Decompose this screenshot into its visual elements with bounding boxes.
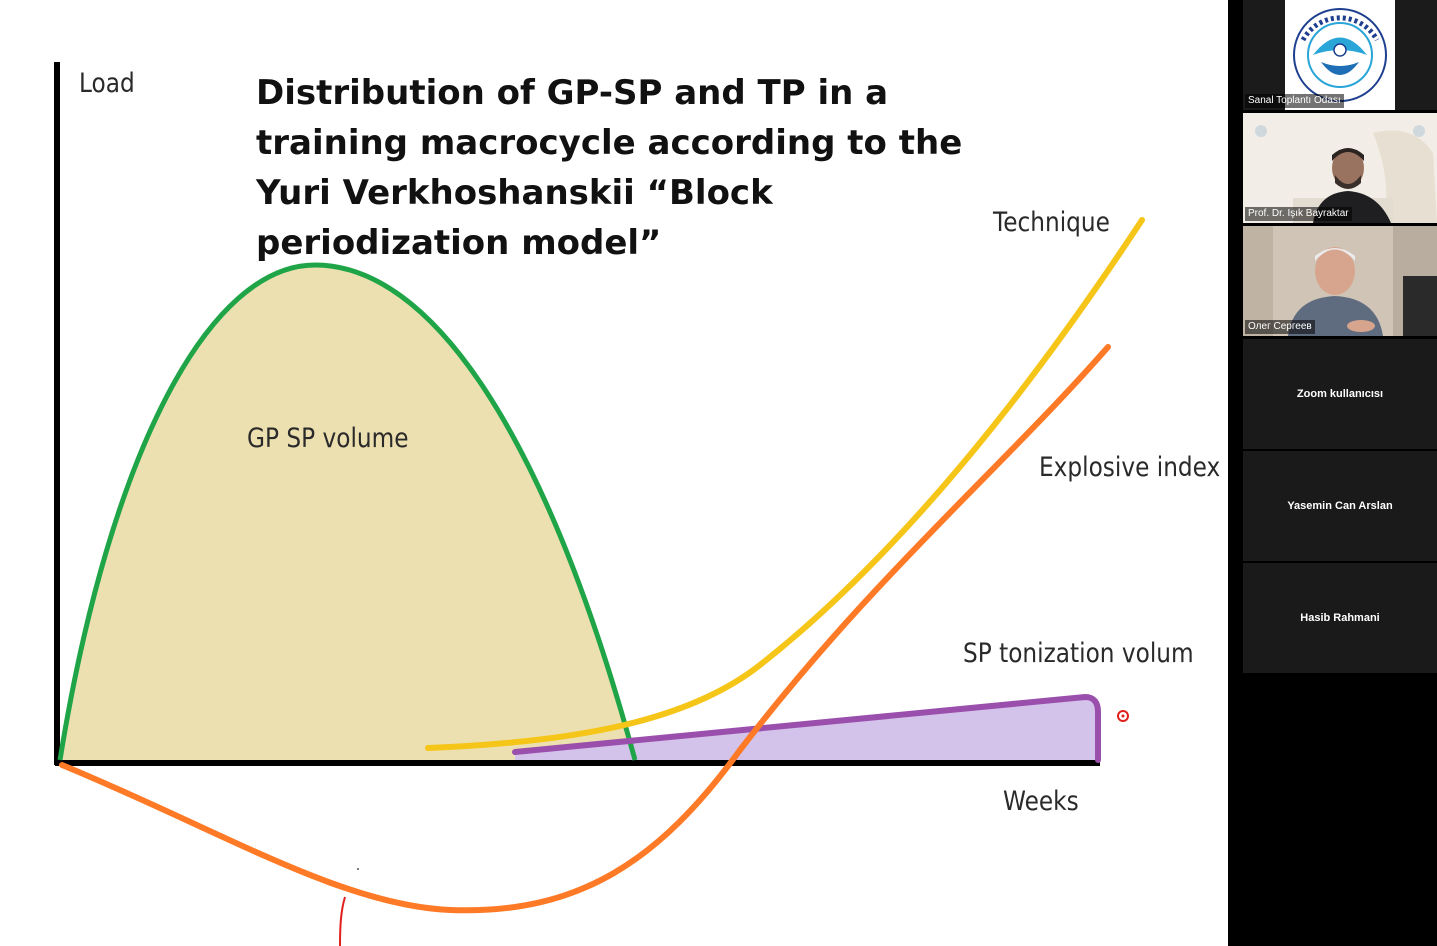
participant-tile[interactable]: Олег Сергеев xyxy=(1243,226,1437,336)
sp-tonization-curve xyxy=(512,693,1101,763)
gp-sp-volume-curve xyxy=(57,262,638,761)
participant-tile[interactable]: Sanal Toplantı Odası xyxy=(1243,0,1437,110)
annotation-mark xyxy=(339,896,346,946)
gp-sp-volume-area xyxy=(60,265,635,760)
participant-tile[interactable]: Yasemin Can Arslan xyxy=(1243,451,1437,561)
periodization-diagram xyxy=(54,62,1145,946)
laser-pointer-dot xyxy=(1121,714,1125,718)
participant-name: Олег Сергеев xyxy=(1245,320,1315,334)
participant-name: Zoom kullanıcısı xyxy=(1296,388,1384,400)
university-logo-icon xyxy=(1243,0,1437,110)
participant-tile[interactable]: Zoom kullanıcısı xyxy=(1243,339,1437,449)
y-axis-label: Load xyxy=(79,68,135,99)
sp-tonization-label: SP tonization volum xyxy=(963,638,1194,669)
participant-gallery: Sanal Toplantı Odası Prof. Dr. Işık Bayr… xyxy=(1243,0,1437,673)
gp-sp-volume-label: GP SP volume xyxy=(247,423,409,454)
person-video-icon xyxy=(1243,226,1437,336)
slide-title: Distribution of GP-SP and TP in a traini… xyxy=(256,73,963,263)
annotation-dot xyxy=(357,868,359,870)
x-axis-label: Weeks xyxy=(1003,786,1079,817)
technique-curve xyxy=(425,217,1145,751)
participant-tile[interactable]: Prof. Dr. Işık Bayraktar xyxy=(1243,113,1437,223)
participant-name: Yasemin Can Arslan xyxy=(1287,500,1393,512)
technique-label: Technique xyxy=(993,207,1110,238)
participant-name: Sanal Toplantı Odası xyxy=(1245,94,1344,108)
participant-name: Prof. Dr. Işık Bayraktar xyxy=(1245,207,1352,221)
laser-pointer-icon xyxy=(1117,710,1129,722)
participant-tile[interactable]: Hasib Rahmani xyxy=(1243,563,1437,673)
shared-screen-slide: Distribution of GP-SP and TP in a traini… xyxy=(0,0,1228,946)
explosive-index-label: Explosive index xyxy=(1039,452,1221,483)
participant-name: Hasib Rahmani xyxy=(1300,612,1380,624)
explosive-index-curve xyxy=(59,344,1111,914)
